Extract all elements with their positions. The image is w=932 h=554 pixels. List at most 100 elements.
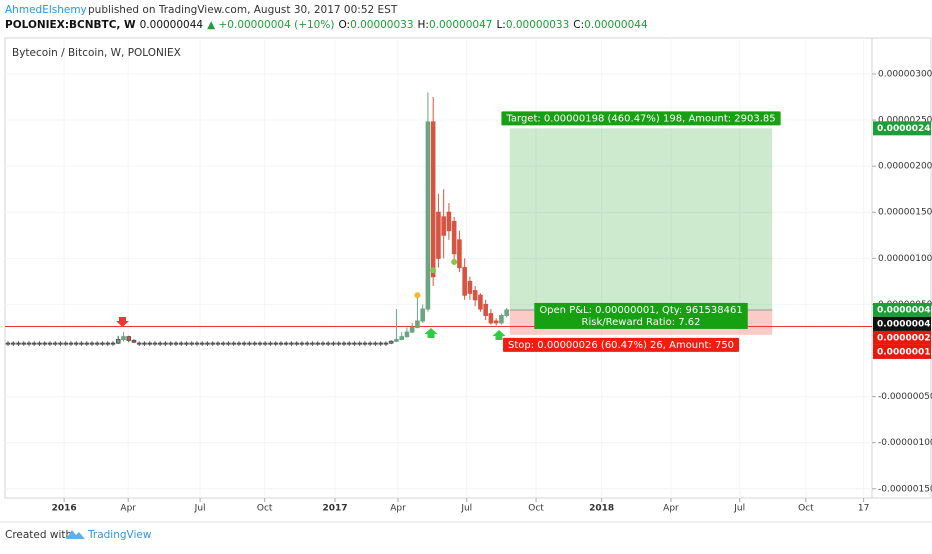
y-tick-label: -0.00000050 [878, 392, 932, 402]
candle-body [136, 342, 142, 345]
price-axis [871, 37, 932, 499]
candle-body [373, 342, 378, 345]
candle-body [472, 290, 478, 301]
candle-body [320, 342, 326, 345]
candle-body [457, 239, 462, 269]
candle-body [341, 342, 347, 345]
target-label-bg [501, 111, 781, 126]
x-tick-label: Apr [390, 504, 406, 514]
candle-body [441, 216, 446, 236]
candle-body [425, 121, 431, 310]
candle-body [10, 342, 16, 345]
candle-body [409, 326, 415, 333]
candle-body [462, 267, 467, 296]
x-tick-label: Oct [798, 504, 814, 514]
candle-body [73, 342, 79, 345]
x-tick-label: Jul [460, 504, 472, 514]
signal-dot [451, 259, 458, 266]
legend-l: 0.00000033 [506, 19, 569, 31]
legend-c: 0.00000044 [584, 19, 648, 31]
candle-body [299, 342, 305, 345]
buy-arrow [492, 330, 506, 340]
price-label-bg [873, 302, 931, 317]
author[interactable]: AhmedElshemy [5, 4, 87, 16]
candle-body [100, 342, 105, 345]
x-tick-label: Apr [120, 504, 136, 514]
candle-body [420, 308, 425, 322]
signal-dot [414, 292, 421, 299]
stop-label-bg [503, 337, 740, 352]
candle-body [173, 342, 179, 345]
candle-body [451, 220, 457, 255]
candle-body [357, 342, 362, 345]
candle-body [315, 342, 320, 345]
candle-body [415, 320, 420, 328]
candle-body [478, 294, 483, 310]
price-label: 0.00000017 [877, 347, 932, 357]
candle-body [79, 342, 84, 345]
legend-last: 0.00000044 [140, 19, 204, 31]
y-tick-label: 0.00000200 [878, 162, 932, 172]
footer-brand[interactable]: TradingView [87, 529, 152, 541]
candle-body [467, 280, 473, 294]
candle-body [37, 342, 42, 345]
candle-body [362, 342, 368, 345]
legend-o-label: O: [338, 19, 350, 31]
y-tick-label: -0.00000150 [878, 484, 932, 494]
x-tick-label: Oct [528, 504, 544, 514]
published: published on TradingView.com, August 30,… [88, 4, 398, 16]
tv-logo [66, 530, 85, 539]
candle-body [47, 342, 53, 345]
candle-body [383, 342, 389, 345]
candle-body [152, 342, 158, 345]
candle-body [205, 342, 210, 345]
legend-c-label: C: [573, 19, 584, 31]
stop-label: Stop: 0.00000026 (60.47%) 26, Amount: 75… [508, 340, 734, 351]
candle-body [184, 342, 189, 345]
candle-body [404, 331, 410, 338]
legend-symbol: POLONIEX:BCNBTC, W [5, 19, 136, 31]
candle-body [499, 314, 504, 324]
candle-body [394, 338, 399, 342]
candle-body [289, 342, 294, 345]
price-label-bg [873, 344, 931, 359]
candle-body [294, 342, 299, 345]
candle-body [231, 342, 237, 345]
candle-body [388, 340, 394, 344]
candle-body [163, 342, 168, 345]
price-label-bg [873, 316, 931, 331]
price-label: 0.00000043 [877, 319, 932, 329]
candle-body [115, 338, 121, 344]
candle-body [21, 342, 27, 345]
candle-body [252, 342, 258, 345]
candle-body [84, 342, 90, 345]
candle-body [105, 342, 111, 345]
legend-change: ▲ +0.00000004 (+10%) [207, 19, 334, 31]
candle-body [126, 336, 132, 341]
candle-body [42, 342, 48, 345]
candle-body [226, 342, 231, 345]
y-tick-label: 0.00000150 [878, 208, 932, 218]
y-tick-label: -0.00000100 [878, 438, 932, 448]
symbol-legend: POLONIEX:BCNBTC, W 0.00000044 ▲ +0.0000000… [5, 19, 648, 31]
legend-l-label: L: [496, 19, 505, 31]
candle-body [430, 121, 436, 278]
pnl-label: Open P&L: 0.00000001, Qty: 961538461 [539, 305, 742, 316]
x-tick-label: 17 [858, 504, 869, 514]
x-tick-label: Apr [663, 504, 679, 514]
candle-body [273, 342, 278, 345]
candle-body [331, 342, 336, 345]
y-tick-label: 0.00000250 [878, 116, 932, 126]
candle-body [215, 342, 221, 345]
x-tick-label: 2017 [322, 504, 347, 514]
candle-body [5, 342, 11, 345]
candle-body [220, 342, 226, 345]
candle-body [367, 342, 373, 345]
candle-body [31, 342, 37, 345]
legend-h-label: H: [418, 19, 429, 31]
legend-h: 0.00000047 [429, 19, 492, 31]
x-tick-label: 2016 [52, 504, 77, 514]
candle-body [236, 342, 242, 345]
y-tick-label: 0.00000100 [878, 254, 932, 264]
